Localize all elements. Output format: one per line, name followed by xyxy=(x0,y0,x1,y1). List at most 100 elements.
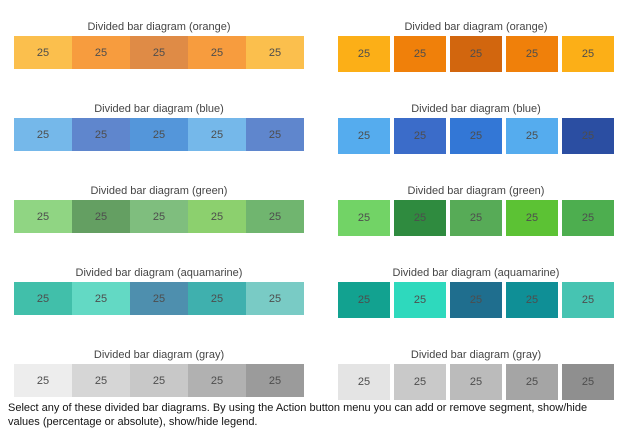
segment-value: 25 xyxy=(357,376,371,388)
bar-segment[interactable]: 25 xyxy=(450,36,502,72)
bar-segment[interactable]: 25 xyxy=(338,364,390,400)
bar-row: Divided bar diagram (gray) 25 25 25 25 25 xyxy=(338,347,614,424)
segment-value: 25 xyxy=(357,212,371,224)
segment-value: 25 xyxy=(210,210,224,223)
bar-segment[interactable]: 25 xyxy=(338,36,390,72)
bar-row: Divided bar diagram (orange) 25 25 25 25 25 xyxy=(14,19,304,96)
bar-segment[interactable]: 25 xyxy=(506,200,558,236)
segment-value: 25 xyxy=(210,128,224,141)
bar-segment[interactable]: 25 xyxy=(246,364,304,397)
bar-segment[interactable]: 25 xyxy=(562,364,614,400)
bar-row: Divided bar diagram (blue) 25 25 25 25 25 xyxy=(338,101,614,178)
bar-segment[interactable]: 25 xyxy=(14,118,72,151)
bar-segment[interactable]: 25 xyxy=(562,118,614,154)
bar-segment[interactable]: 25 xyxy=(562,36,614,72)
bar-row: Divided bar diagram (green) 25 25 25 25 25 xyxy=(338,183,614,260)
divided-bar[interactable]: 25 25 25 25 25 xyxy=(14,200,304,233)
bar-segment[interactable]: 25 xyxy=(72,282,130,315)
bar-segment[interactable]: 25 xyxy=(506,118,558,154)
divided-bar[interactable]: 25 25 25 25 25 xyxy=(14,282,304,315)
bar-segment[interactable]: 25 xyxy=(450,200,502,236)
bar-segment[interactable]: 25 xyxy=(450,364,502,400)
bar-segment[interactable]: 25 xyxy=(14,36,72,69)
bar-segment[interactable]: 25 xyxy=(338,118,390,154)
bar-segment[interactable]: 25 xyxy=(506,36,558,72)
divided-bar[interactable]: 25 25 25 25 25 xyxy=(338,36,614,72)
segment-value: 25 xyxy=(581,376,595,388)
divided-bar[interactable]: 25 25 25 25 25 xyxy=(14,364,304,397)
segment-value: 25 xyxy=(210,46,224,59)
bar-segment[interactable]: 25 xyxy=(450,118,502,154)
bar-segment[interactable]: 25 xyxy=(188,118,246,151)
bar-segment[interactable]: 25 xyxy=(72,118,130,151)
segment-value: 25 xyxy=(413,212,427,224)
segment-value: 25 xyxy=(413,130,427,142)
bar-segment[interactable]: 25 xyxy=(188,282,246,315)
bar-segment[interactable]: 25 xyxy=(394,200,446,236)
bar-segment[interactable]: 25 xyxy=(130,200,188,233)
bar-segment[interactable]: 25 xyxy=(246,36,304,69)
bar-segment[interactable]: 25 xyxy=(72,364,130,397)
bar-title: Divided bar diagram (gray) xyxy=(410,349,542,361)
segment-value: 25 xyxy=(413,294,427,306)
segment-value: 25 xyxy=(581,294,595,306)
segment-value: 25 xyxy=(152,374,166,387)
segment-value: 25 xyxy=(525,212,539,224)
bar-segment[interactable]: 25 xyxy=(562,282,614,318)
bar-segment[interactable]: 25 xyxy=(394,36,446,72)
segment-value: 25 xyxy=(268,374,282,387)
bar-segment[interactable]: 25 xyxy=(394,364,446,400)
bar-title: Divided bar diagram (orange) xyxy=(87,21,231,33)
bar-segment[interactable]: 25 xyxy=(246,200,304,233)
segment-value: 25 xyxy=(36,292,50,305)
bar-segment[interactable]: 25 xyxy=(14,364,72,397)
bar-segment[interactable]: 25 xyxy=(246,118,304,151)
bar-segment[interactable]: 25 xyxy=(130,282,188,315)
bar-segment[interactable]: 25 xyxy=(188,364,246,397)
bar-title: Divided bar diagram (blue) xyxy=(411,103,541,115)
segment-value: 25 xyxy=(94,46,108,59)
divided-bar[interactable]: 25 25 25 25 25 xyxy=(14,36,304,69)
bar-segment[interactable]: 25 xyxy=(130,364,188,397)
bar-segment[interactable]: 25 xyxy=(14,200,72,233)
bar-segment[interactable]: 25 xyxy=(506,282,558,318)
bar-segment[interactable]: 25 xyxy=(72,36,130,69)
divided-bar[interactable]: 25 25 25 25 25 xyxy=(338,364,614,400)
diagram-column-left: Divided bar diagram (orange) 25 25 25 25 25 Di… xyxy=(14,14,304,424)
segment-value: 25 xyxy=(469,212,483,224)
bar-row: Divided bar diagram (green) 25 25 25 25 25 xyxy=(14,183,304,260)
divided-bar[interactable]: 25 25 25 25 25 xyxy=(338,282,614,318)
bar-segment[interactable]: 25 xyxy=(338,200,390,236)
bar-segment[interactable]: 25 xyxy=(506,364,558,400)
segment-value: 25 xyxy=(94,292,108,305)
bar-segment[interactable]: 25 xyxy=(394,118,446,154)
divided-bar[interactable]: 25 25 25 25 25 xyxy=(14,118,304,151)
segment-value: 25 xyxy=(469,48,483,60)
segment-value: 25 xyxy=(36,46,50,59)
diagram-column-right: Divided bar diagram (orange) 25 25 25 25 25 Di… xyxy=(338,14,614,424)
segment-value: 25 xyxy=(268,292,282,305)
divided-bar[interactable]: 25 25 25 25 25 xyxy=(338,200,614,236)
segment-value: 25 xyxy=(581,212,595,224)
bar-title: Divided bar diagram (blue) xyxy=(94,103,224,115)
bar-segment[interactable]: 25 xyxy=(562,200,614,236)
bar-title: Divided bar diagram (green) xyxy=(407,185,545,197)
divided-bar[interactable]: 25 25 25 25 25 xyxy=(338,118,614,154)
bar-segment[interactable]: 25 xyxy=(188,200,246,233)
bar-segment[interactable]: 25 xyxy=(72,200,130,233)
bar-title: Divided bar diagram (green) xyxy=(90,185,228,197)
bar-segment[interactable]: 25 xyxy=(394,282,446,318)
bar-segment[interactable]: 25 xyxy=(450,282,502,318)
segment-value: 25 xyxy=(152,128,166,141)
segment-value: 25 xyxy=(357,130,371,142)
bar-segment[interactable]: 25 xyxy=(14,282,72,315)
bar-segment[interactable]: 25 xyxy=(338,282,390,318)
bar-segment[interactable]: 25 xyxy=(188,36,246,69)
bar-segment[interactable]: 25 xyxy=(246,282,304,315)
bar-segment[interactable]: 25 xyxy=(130,118,188,151)
segment-value: 25 xyxy=(469,130,483,142)
bar-segment[interactable]: 25 xyxy=(130,36,188,69)
bar-title: Divided bar diagram (aquamarine) xyxy=(392,267,560,279)
segment-value: 25 xyxy=(525,130,539,142)
